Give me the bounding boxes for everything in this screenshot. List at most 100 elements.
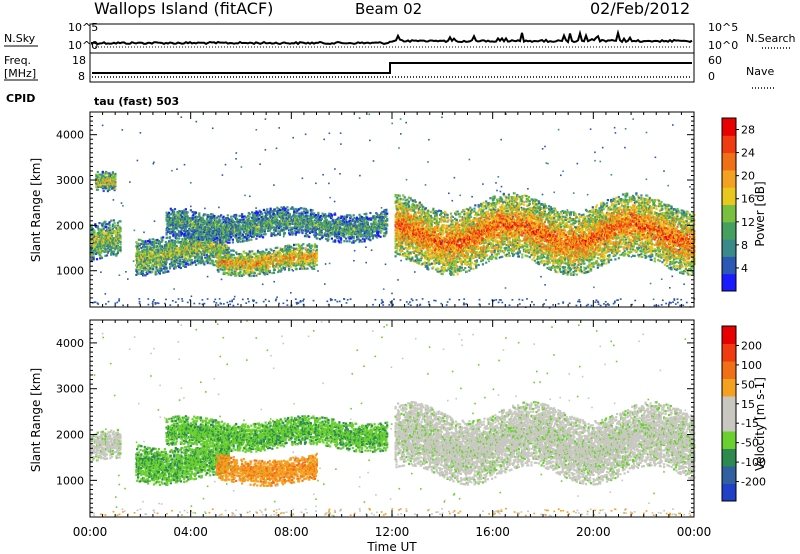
heatmap-cell	[203, 253, 206, 256]
heatmap-cell	[221, 242, 224, 245]
heatmap-cell	[103, 233, 106, 236]
heatmap-cell	[177, 240, 180, 243]
heatmap-cell	[279, 270, 282, 273]
heatmap-cell	[224, 262, 227, 265]
heatmap-cell	[113, 243, 116, 246]
date-label: 02/Feb/2012	[590, 0, 690, 18]
heatmap-cell	[153, 251, 156, 254]
heatmap-cell	[142, 263, 146, 266]
heatmap-cell	[204, 260, 207, 263]
heatmap-cell	[152, 240, 156, 243]
heatmap-cell	[95, 252, 98, 256]
heatmap-cell	[184, 262, 187, 266]
heatmap-cell	[168, 240, 171, 243]
nsearch-tick-bottom: 10^0	[708, 39, 738, 52]
heatmap-cell	[220, 214, 223, 217]
heatmap-cell	[184, 256, 187, 259]
heatmap-cell	[337, 216, 340, 219]
heatmap-cell	[113, 179, 116, 182]
heatmap-cell	[200, 235, 203, 239]
heatmap-cell	[340, 241, 343, 244]
heatmap-cell	[99, 249, 102, 252]
heatmap-cell	[114, 172, 117, 175]
heatmap-cell	[186, 254, 189, 257]
heatmap-cell	[264, 256, 267, 260]
heatmap-cell	[187, 231, 190, 234]
heatmap-cell	[260, 265, 263, 268]
heatmap-cell	[110, 249, 113, 252]
heatmap-cell	[203, 242, 206, 246]
heatmap-cell	[116, 251, 119, 254]
heatmap-cell	[251, 258, 254, 261]
heatmap-cell	[100, 177, 103, 180]
heatmap-cell	[259, 259, 262, 262]
heatmap-cell	[175, 251, 178, 254]
heatmap-cell	[227, 257, 230, 260]
heatmap-cell	[152, 244, 156, 248]
heatmap-cell	[142, 240, 145, 243]
heatmap-cell	[111, 231, 114, 234]
heatmap-cell	[155, 254, 158, 257]
heatmap-cell	[257, 256, 260, 259]
heatmap-cell	[226, 264, 229, 267]
heatmap-cell	[221, 247, 224, 251]
heatmap-cell	[262, 258, 265, 261]
heatmap-cell	[119, 237, 122, 241]
heatmap-cell	[111, 182, 114, 185]
heatmap-cell	[240, 264, 243, 267]
heatmap-cell	[117, 248, 120, 252]
heatmap-cell	[189, 241, 192, 244]
heatmap-cell	[249, 261, 252, 264]
heatmap-cell	[117, 246, 120, 249]
heatmap-cell	[139, 238, 142, 241]
heatmap-cell	[194, 261, 197, 264]
heatmap-cell	[182, 263, 185, 266]
heatmap-cell	[192, 245, 195, 248]
heatmap-cell	[215, 237, 218, 240]
heatmap-cell	[109, 233, 112, 236]
heatmap-cell	[167, 252, 170, 255]
heatmap-cell	[267, 257, 270, 260]
heatmap-cell	[276, 260, 279, 263]
heatmap-cell	[345, 237, 348, 240]
heatmap-cell	[136, 271, 139, 274]
heatmap-cell	[171, 246, 174, 249]
heatmap-cell	[250, 274, 253, 278]
heatmap-cell	[208, 259, 211, 262]
heatmap-cell	[204, 213, 207, 216]
heatmap-cell	[218, 244, 221, 247]
heatmap-cell	[272, 263, 275, 266]
heatmap-cell	[219, 261, 222, 264]
heatmap-cell	[235, 260, 238, 264]
heatmap-cell	[90, 258, 93, 261]
heatmap-cell	[98, 253, 101, 256]
heatmap-cell	[189, 251, 192, 254]
heatmap-cell	[198, 232, 201, 235]
heatmap-cell	[245, 262, 248, 265]
heatmap-cell	[97, 183, 100, 186]
heatmap-cell	[110, 252, 113, 255]
heatmap-cell	[177, 241, 180, 244]
heatmap-cell	[222, 215, 225, 218]
heatmap-cell	[272, 255, 276, 258]
heatmap-cell	[103, 239, 106, 243]
heatmap-cell	[293, 214, 297, 217]
heatmap-cell	[233, 267, 236, 270]
heatmap-cell	[96, 185, 99, 188]
heatmap-cell	[152, 238, 155, 241]
heatmap-cell	[167, 254, 170, 257]
heatmap-cell	[105, 232, 109, 235]
heatmap-cell	[294, 243, 297, 246]
heatmap-cell	[144, 241, 147, 244]
heatmap-cell	[165, 266, 168, 269]
heatmap-cell	[107, 240, 110, 243]
heatmap-cell	[265, 266, 268, 269]
heatmap-cell	[282, 256, 286, 259]
heatmap-cell	[142, 274, 146, 277]
heatmap-cell	[207, 248, 210, 251]
heatmap-cell	[156, 238, 159, 242]
heatmap-cell	[148, 253, 151, 256]
heatmap-cell	[251, 255, 254, 258]
heatmap-cell	[182, 262, 185, 265]
heatmap-cell	[142, 244, 146, 247]
